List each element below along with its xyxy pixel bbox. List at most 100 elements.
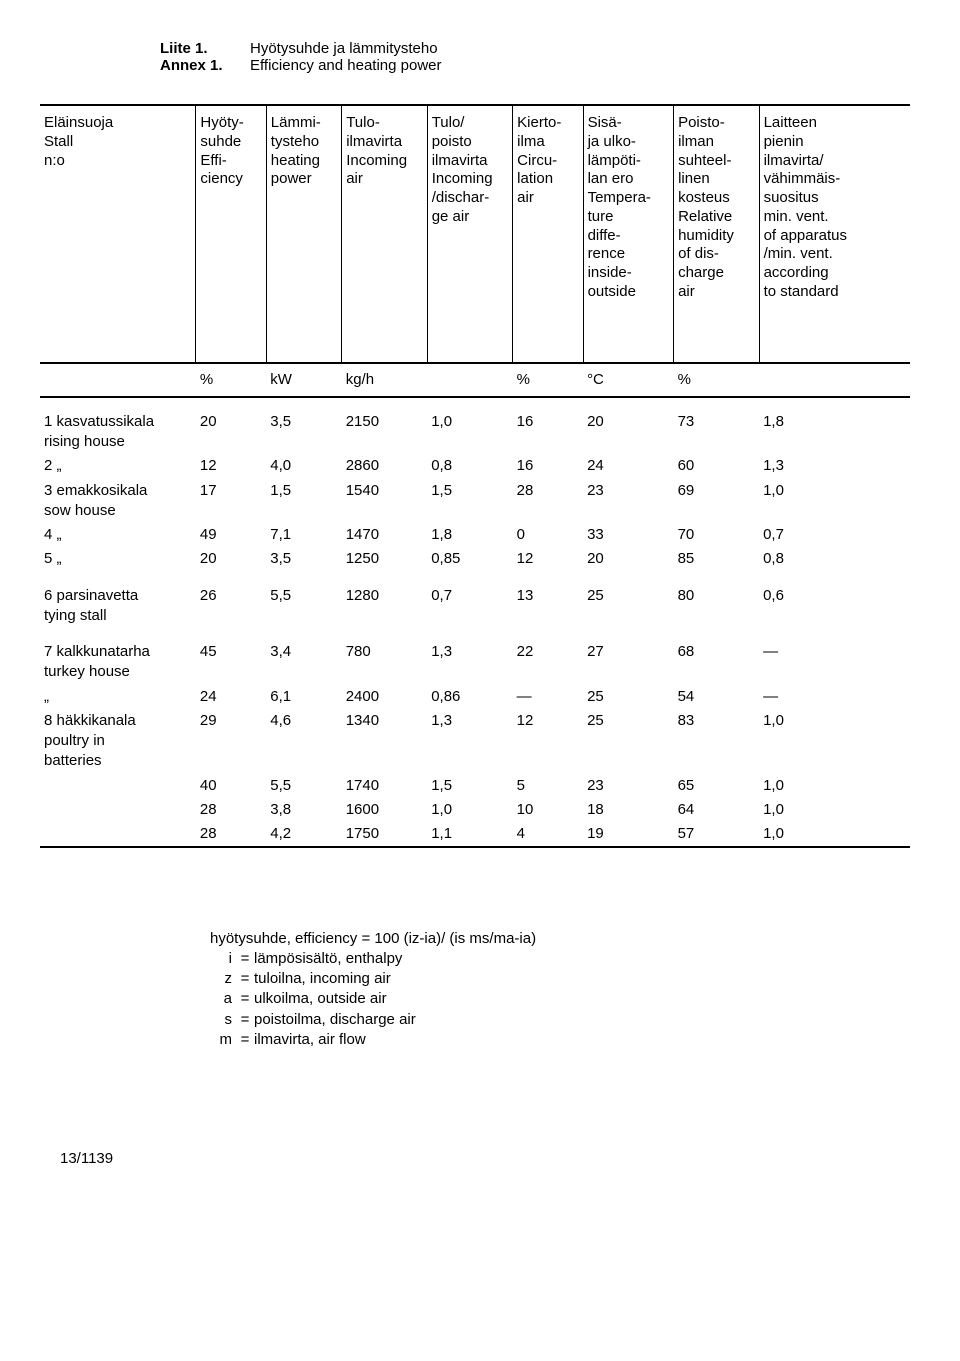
- column-header: Sisä- ja ulko- lämpöti- lan ero Tempera-…: [583, 105, 674, 363]
- data-cell: 1,0: [759, 822, 910, 847]
- header: Liite 1. Hyötysuhde ja lämmitysteho Anne…: [160, 40, 930, 74]
- column-header: Poisto- ilman suhteel- linen kosteus Rel…: [674, 105, 759, 363]
- data-cell: 24: [196, 685, 266, 709]
- data-cell: 1750: [342, 822, 427, 847]
- column-header: Lämmi- tysteho heating power: [266, 105, 341, 363]
- data-cell: 1,0: [759, 774, 910, 798]
- unit-cell: kW: [266, 363, 341, 397]
- data-cell: 1340: [342, 709, 427, 774]
- data-cell: 1,1: [427, 822, 512, 847]
- data-cell: 22: [513, 628, 583, 685]
- data-cell: 49: [196, 523, 266, 547]
- data-cell: 57: [674, 822, 759, 847]
- table-row: „246,124000,86—2554—: [40, 685, 910, 709]
- data-cell: 80: [674, 572, 759, 629]
- data-cell: 1,8: [759, 397, 910, 455]
- data-cell: 16: [513, 397, 583, 455]
- table-row: 5 „203,512500,851220850,8: [40, 547, 910, 571]
- data-cell: 2150: [342, 397, 427, 455]
- legend-text: poistoilma, discharge air: [254, 1010, 416, 1030]
- data-cell: 27: [583, 628, 674, 685]
- data-cell: 0,85: [427, 547, 512, 571]
- data-cell: 1,0: [427, 798, 512, 822]
- data-cell: 33: [583, 523, 674, 547]
- data-cell: 5,5: [266, 572, 341, 629]
- data-cell: 3,4: [266, 628, 341, 685]
- legend-item: i=lämpösisältö, enthalpy: [210, 949, 930, 969]
- data-cell: 1740: [342, 774, 427, 798]
- data-cell: 1470: [342, 523, 427, 547]
- data-cell: 4,2: [266, 822, 341, 847]
- stall-cell: [40, 822, 196, 847]
- page-footer: 13/1139: [60, 1150, 930, 1167]
- data-cell: 54: [674, 685, 759, 709]
- legend-symbol: i: [210, 949, 236, 969]
- data-cell: 83: [674, 709, 759, 774]
- legend-item: z=tuloilna, incoming air: [210, 969, 930, 989]
- data-cell: 70: [674, 523, 759, 547]
- data-cell: 780: [342, 628, 427, 685]
- data-cell: 0,7: [759, 523, 910, 547]
- column-header: Eläinsuoja Stall n:o: [40, 105, 196, 363]
- data-cell: 10: [513, 798, 583, 822]
- table-row: 6 parsinavetta tying stall265,512800,713…: [40, 572, 910, 629]
- stall-cell: 3 emakkosikala sow house: [40, 479, 196, 524]
- data-cell: 13: [513, 572, 583, 629]
- unit-cell: [427, 363, 512, 397]
- stall-cell: 8 häkkikanala poultry in batteries: [40, 709, 196, 774]
- data-cell: 1,8: [427, 523, 512, 547]
- data-cell: 60: [674, 454, 759, 478]
- data-cell: 20: [196, 547, 266, 571]
- table-row: 3 emakkosikala sow house171,515401,52823…: [40, 479, 910, 524]
- header-title-en: Efficiency and heating power: [250, 57, 442, 74]
- data-cell: —: [759, 685, 910, 709]
- stall-cell: [40, 774, 196, 798]
- legend-symbol: z: [210, 969, 236, 989]
- data-cell: 85: [674, 547, 759, 571]
- data-cell: 19: [583, 822, 674, 847]
- data-cell: 17: [196, 479, 266, 524]
- data-cell: 2860: [342, 454, 427, 478]
- stall-cell: „: [40, 685, 196, 709]
- stall-cell: 5 „: [40, 547, 196, 571]
- data-cell: 25: [583, 685, 674, 709]
- data-cell: —: [759, 628, 910, 685]
- data-cell: 69: [674, 479, 759, 524]
- data-cell: 4,0: [266, 454, 341, 478]
- legend-text: tuloilna, incoming air: [254, 969, 391, 989]
- data-cell: 1,0: [427, 397, 512, 455]
- legend-item: s=poistoilma, discharge air: [210, 1010, 930, 1030]
- legend-symbol: s: [210, 1010, 236, 1030]
- data-cell: 12: [196, 454, 266, 478]
- data-cell: 64: [674, 798, 759, 822]
- stall-cell: 2 „: [40, 454, 196, 478]
- table-bottom-border: [40, 847, 910, 868]
- unit-cell: kg/h: [342, 363, 427, 397]
- data-cell: 1540: [342, 479, 427, 524]
- data-cell: 20: [583, 397, 674, 455]
- unit-cell: °C: [583, 363, 674, 397]
- data-cell: 1,3: [427, 628, 512, 685]
- data-cell: 4: [513, 822, 583, 847]
- data-cell: 23: [583, 479, 674, 524]
- data-cell: 0,86: [427, 685, 512, 709]
- data-cell: 68: [674, 628, 759, 685]
- data-cell: 18: [583, 798, 674, 822]
- table-row: 284,217501,1419571,0: [40, 822, 910, 847]
- column-header: Hyöty- suhde Effi- ciency: [196, 105, 266, 363]
- data-cell: 40: [196, 774, 266, 798]
- table-row: 8 häkkikanala poultry in batteries294,61…: [40, 709, 910, 774]
- stall-cell: 1 kasvatussikala rising house: [40, 397, 196, 455]
- legend-text: ilmavirta, air flow: [254, 1030, 366, 1050]
- legend: hyötysuhde, efficiency = 100 (iz-ia)/ (i…: [210, 929, 930, 1051]
- data-cell: 3,8: [266, 798, 341, 822]
- unit-cell: [759, 363, 910, 397]
- legend-item: m=ilmavirta, air flow: [210, 1030, 930, 1050]
- data-cell: 1600: [342, 798, 427, 822]
- data-cell: 4,6: [266, 709, 341, 774]
- legend-text: ulkoilma, outside air: [254, 989, 387, 1009]
- data-cell: 1,5: [266, 479, 341, 524]
- data-cell: 1,0: [759, 479, 910, 524]
- data-cell: —: [513, 685, 583, 709]
- legend-symbol: m: [210, 1030, 236, 1050]
